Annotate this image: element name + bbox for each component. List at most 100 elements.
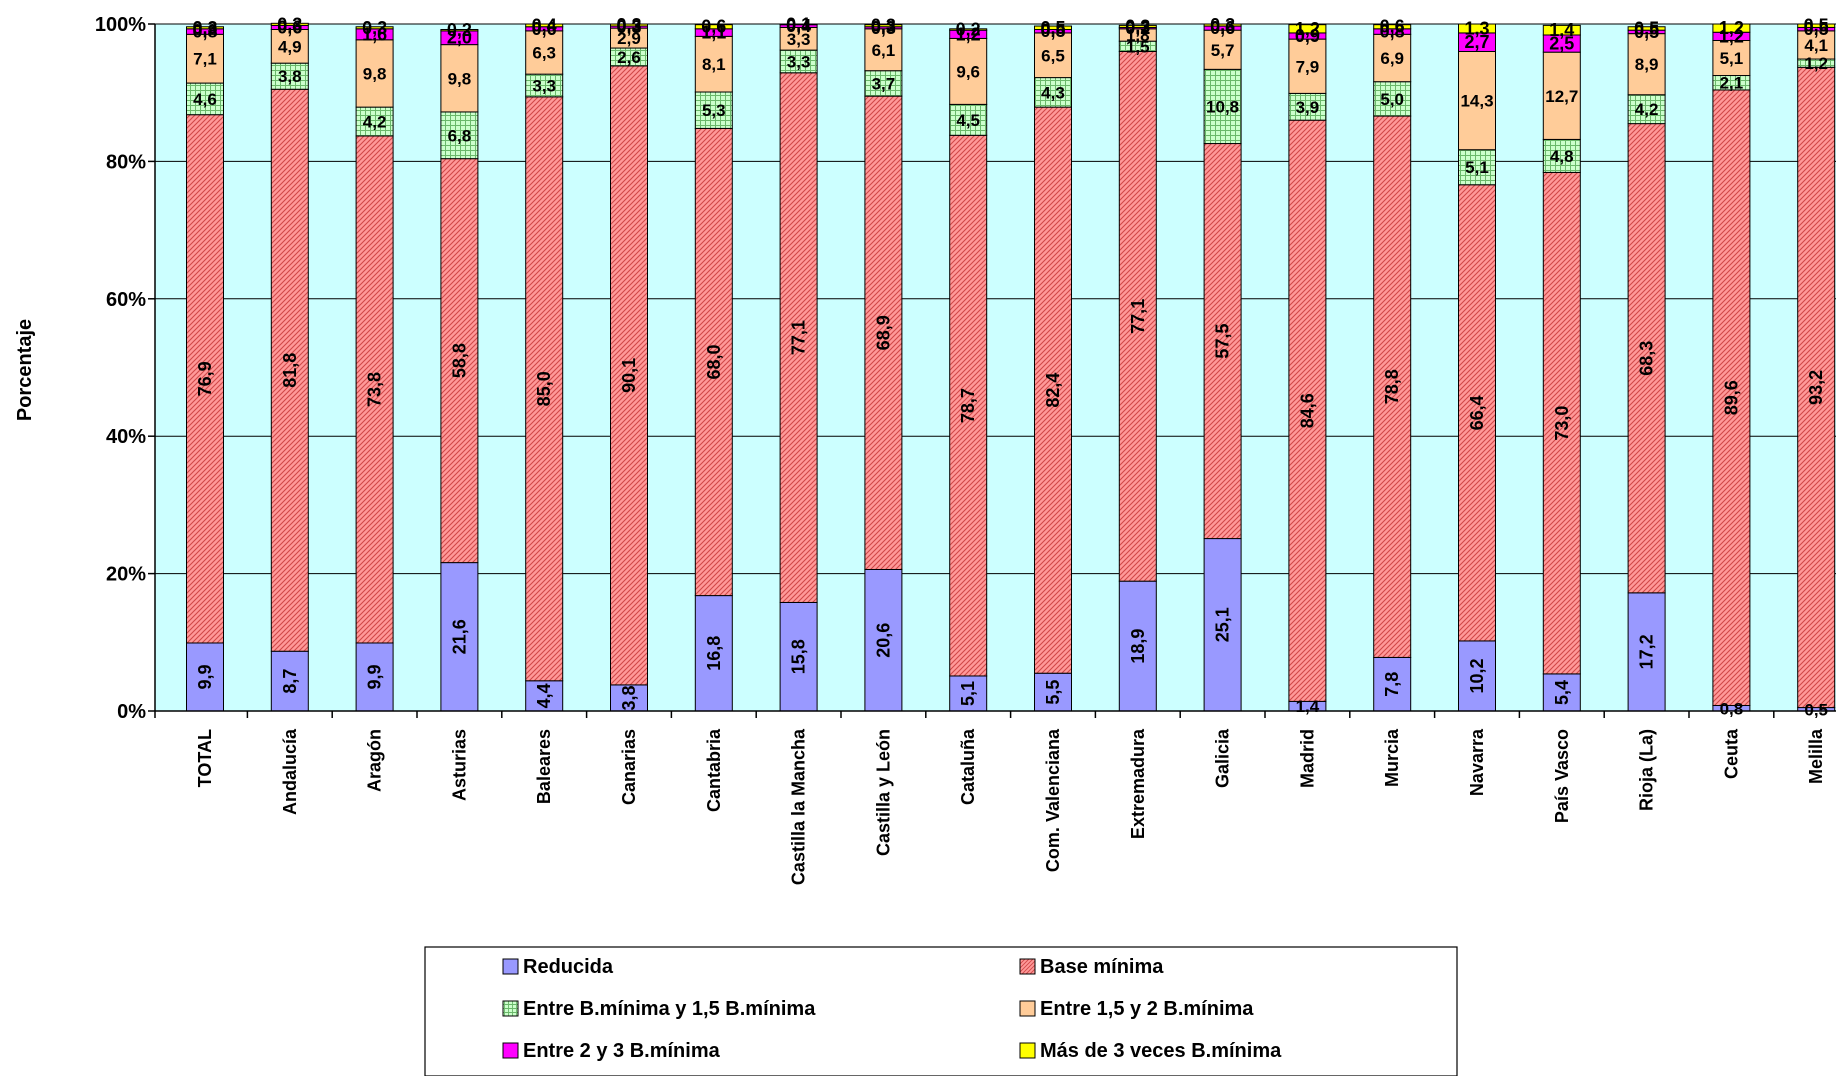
data-label: 1,3 — [1464, 18, 1489, 38]
data-label: 0,5 — [1634, 18, 1659, 38]
data-label: 4,4 — [534, 683, 554, 708]
data-labels: 9,976,94,67,10,80,38,781,83,84,90,60,39,… — [192, 14, 1828, 719]
data-label: 17,2 — [1637, 634, 1657, 669]
y-tick-label: 40% — [106, 426, 146, 448]
data-label: 7,1 — [193, 50, 217, 69]
data-label: 0,8 — [1380, 22, 1405, 42]
bar-segment-entre-bmin-1-5 — [949, 103, 988, 136]
bar-segment-mas-de-3 — [1797, 23, 1836, 28]
data-label: 73,0 — [1552, 406, 1572, 441]
bar-segment-mas-de-3 — [270, 22, 309, 26]
data-label: 9,9 — [365, 664, 385, 689]
data-label: 9,8 — [363, 64, 387, 83]
bar-segment-base-minima — [694, 127, 733, 597]
data-label: 77,1 — [1128, 299, 1148, 334]
data-label: 5,1 — [1720, 49, 1744, 68]
data-label: 1,2 — [1804, 54, 1828, 73]
bar-segment-base-minima — [949, 134, 988, 677]
data-label: 8,9 — [1635, 55, 1659, 74]
data-label: 1,2 — [1719, 26, 1744, 46]
bar-segment-mas-de-3 — [779, 23, 818, 26]
bar-segment-entre-1-5-y-2 — [270, 28, 309, 64]
data-label: 6,1 — [872, 41, 896, 60]
data-label: 9,6 — [956, 62, 980, 81]
data-label: 25,1 — [1213, 607, 1233, 642]
data-label: 0,5 — [1040, 21, 1065, 41]
data-label: 84,6 — [1297, 393, 1317, 428]
data-label: 0,3 — [871, 18, 896, 38]
bar-segment-mas-de-3 — [1542, 24, 1581, 36]
data-label: 10,8 — [1206, 97, 1239, 116]
legend-swatch-entre-bmin-1-5 — [502, 1000, 519, 1017]
data-label: 14,3 — [1460, 92, 1493, 111]
bar-segment-mas-de-3 — [1712, 23, 1751, 33]
x-tick-label: Ceuta — [1721, 728, 1741, 779]
data-label: 1,1 — [701, 23, 726, 43]
data-label: 1,5 — [1126, 37, 1150, 56]
bar-segment-base-minima — [1118, 50, 1157, 582]
bar-segment-base-minima — [1542, 171, 1581, 675]
bars — [186, 22, 1836, 712]
bar-segment-entre-bmin-1-5 — [440, 111, 479, 160]
bar-segment-reducida — [1034, 672, 1072, 712]
legend-swatch-reducida — [502, 958, 519, 975]
data-label: 9,8 — [448, 69, 472, 88]
bar-segment-entre-1-5-y-2 — [1797, 30, 1836, 60]
bar-segment-mas-de-3 — [1288, 24, 1327, 34]
legend-swatch-entre-2-y-3 — [502, 1042, 519, 1059]
bar-segment-reducida — [1373, 656, 1412, 712]
data-label: 5,7 — [1211, 41, 1235, 60]
bar-segment-entre-1-5-y-2 — [1203, 29, 1242, 70]
data-label: 2,6 — [617, 48, 641, 67]
y-axis-title: Porcentaje — [14, 319, 36, 421]
data-label: 10,2 — [1467, 658, 1487, 693]
bar-segment-reducida — [694, 595, 733, 712]
data-label: 0,6 — [701, 17, 726, 37]
data-label: 77,1 — [789, 320, 809, 355]
bar-segment-entre-1-5-y-2 — [1627, 33, 1666, 96]
data-label: 1,2 — [956, 24, 981, 44]
data-label: 0,3 — [192, 18, 217, 38]
bar-segment-entre-1-5-y-2 — [1288, 38, 1327, 94]
x-tick-label: Murcia — [1382, 728, 1402, 787]
data-label: 0,3 — [1125, 16, 1150, 36]
bar-segment-entre-1-5-y-2 — [186, 33, 224, 84]
data-label: 0,4 — [532, 15, 557, 35]
bar-segment-reducida — [1542, 673, 1581, 712]
data-label: 4,6 — [193, 90, 217, 109]
bar-segment-mas-de-3 — [949, 28, 988, 31]
data-label: 1,4 — [1549, 20, 1574, 40]
data-label: 4,2 — [363, 113, 387, 132]
bar-segment-entre-bmin-1-5 — [270, 62, 309, 90]
bar-segment-base-minima — [440, 158, 479, 564]
legend-label: Entre B.mínima y 1,5 B.mínima — [523, 998, 816, 1020]
x-tick-label: Aragón — [365, 729, 385, 792]
data-label: 73,8 — [365, 372, 385, 407]
y-tick-label: 80% — [106, 151, 146, 173]
bar-segment-base-minima — [355, 135, 394, 644]
data-label: 5,4 — [1552, 680, 1572, 705]
data-label: 0,9 — [1295, 26, 1320, 46]
data-label: 5,3 — [702, 101, 726, 120]
bar-segment-reducida — [525, 680, 564, 712]
data-label: 0,2 — [1125, 18, 1150, 38]
data-label: 66,4 — [1467, 395, 1487, 430]
data-label: 82,4 — [1043, 373, 1063, 408]
bar-segment-mas-de-3 — [440, 28, 479, 32]
data-label: 68,0 — [704, 344, 724, 379]
data-label: 0,5 — [1040, 18, 1065, 38]
bar-segment-entre-bmin-1-5 — [1373, 81, 1412, 117]
bar-segment-entre-1-5-y-2 — [440, 44, 479, 113]
bar-segment-entre-1-5-y-2 — [1458, 50, 1496, 151]
x-tick-label: Cataluña — [958, 728, 978, 805]
y-tick-label: 60% — [106, 289, 146, 311]
bar-segment-entre-1-5-y-2 — [1373, 33, 1412, 83]
data-label: 81,8 — [280, 353, 300, 388]
data-label: 3,8 — [619, 685, 639, 710]
data-label: 1,8 — [1126, 26, 1150, 45]
bar-segment-entre-bmin-1-5 — [694, 91, 733, 129]
data-label: 0,3 — [1210, 15, 1235, 35]
bar-segment-base-minima — [1712, 89, 1751, 707]
bar-segment-mas-de-3 — [525, 23, 564, 28]
data-label: 90,1 — [619, 358, 639, 393]
